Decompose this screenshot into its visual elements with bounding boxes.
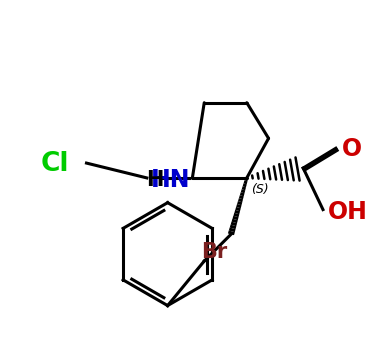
Text: HN: HN [151,168,190,192]
Text: Br: Br [201,242,227,262]
Text: Cl: Cl [40,151,69,177]
Text: O: O [342,137,362,161]
Text: H: H [146,170,163,190]
Text: OH: OH [328,199,368,224]
Text: (S): (S) [251,183,268,196]
